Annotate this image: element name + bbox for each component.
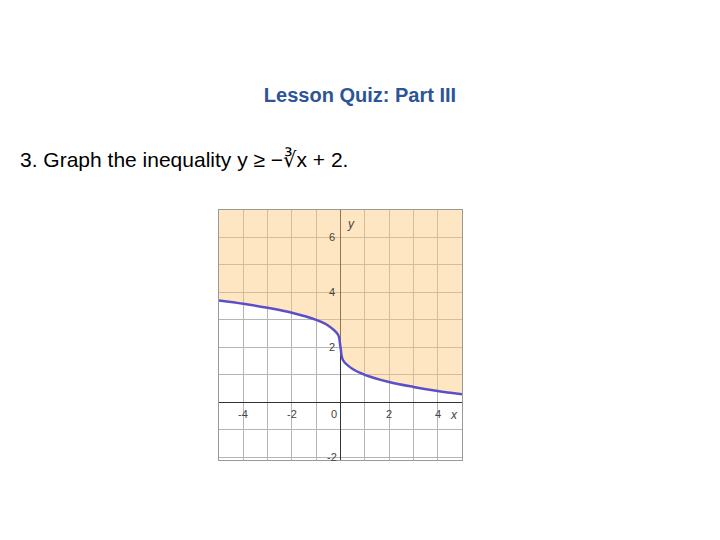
svg-text:0: 0 xyxy=(331,408,337,420)
svg-text:6: 6 xyxy=(329,231,335,243)
html-text:Lesson Quiz: Part III: Lesson Quiz: Part III xyxy=(263,84,457,106)
svg-text:y: y xyxy=(347,217,355,231)
svg-text:2: 2 xyxy=(329,341,335,353)
svg-text:-2: -2 xyxy=(287,408,297,420)
svg-text:-2: -2 xyxy=(327,451,337,463)
html-text:3. Graph the inequality y ≥ −∛: 3. Graph the inequality y ≥ −∛x + 2. xyxy=(20,148,349,171)
svg-text:4: 4 xyxy=(329,286,335,298)
svg-text:-4: -4 xyxy=(238,408,248,420)
svg-text:2: 2 xyxy=(386,408,392,420)
svg-text:4: 4 xyxy=(435,408,441,420)
svg-text:x: x xyxy=(450,408,458,422)
